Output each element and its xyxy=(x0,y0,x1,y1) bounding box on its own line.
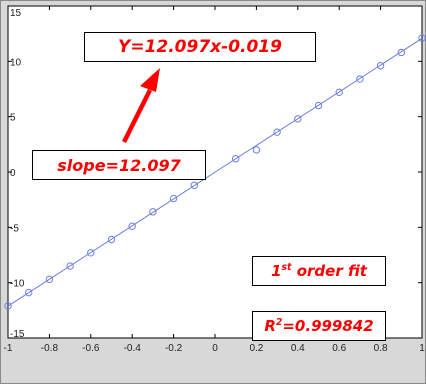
data-point xyxy=(190,181,199,189)
y-tick-label: -10 xyxy=(10,279,25,290)
data-point xyxy=(66,262,74,270)
data-point xyxy=(273,128,281,136)
data-point xyxy=(335,88,343,97)
y-tick-label: 0 xyxy=(10,168,16,179)
x-tick-label: -0.8 xyxy=(41,343,59,354)
data-point xyxy=(4,302,12,310)
data-point xyxy=(232,155,240,163)
fit-order-text: 1st order fit xyxy=(271,262,367,280)
data-series xyxy=(4,34,426,310)
x-tick-label: -0.4 xyxy=(124,343,142,354)
y-tick-label: 10 xyxy=(10,57,22,68)
data-point xyxy=(45,275,54,284)
data-point xyxy=(25,288,33,297)
data-point xyxy=(356,75,364,83)
equation-annotation: Y=12.097x-0.019 xyxy=(84,32,316,62)
x-tick-label: -0.2 xyxy=(165,343,183,354)
x-tick-label: 0.2 xyxy=(249,343,263,354)
data-point xyxy=(376,62,385,70)
x-tick-label: 1 xyxy=(419,343,425,354)
annotation-arrow-head xyxy=(140,68,160,92)
data-point xyxy=(149,208,157,216)
data-point xyxy=(107,235,116,244)
data-point xyxy=(418,34,426,42)
data-point xyxy=(314,101,323,110)
x-tick-label: -0.6 xyxy=(82,343,100,354)
x-tick-label: 0.6 xyxy=(332,343,346,354)
data-point xyxy=(128,222,136,230)
y-tick-label: 5 xyxy=(10,113,16,124)
data-point xyxy=(169,194,178,203)
data-point xyxy=(252,146,261,154)
data-point xyxy=(397,48,405,57)
data-point xyxy=(87,249,95,257)
x-tick-label: 0.4 xyxy=(291,343,305,354)
annotation-arrow xyxy=(121,88,153,144)
slope-text: slope=12.097 xyxy=(57,155,181,175)
data-point xyxy=(294,115,302,123)
y-tick-label: -15 xyxy=(10,329,25,340)
x-tick-label: 0.8 xyxy=(374,343,388,354)
fit-order-annotation: 1st order fit xyxy=(252,256,386,286)
equation-text: Y=12.097x-0.019 xyxy=(118,37,282,57)
x-tick-label: 0 xyxy=(212,343,218,354)
y-tick-label: 15 xyxy=(10,8,22,19)
r-squared-annotation: R2=0.999842 xyxy=(252,311,386,341)
fit-line xyxy=(7,37,423,307)
slope-annotation: slope=12.097 xyxy=(32,150,206,180)
y-tick-label: -5 xyxy=(10,223,19,234)
x-tick-label: -1 xyxy=(4,343,13,354)
r-squared-text: R2=0.999842 xyxy=(264,317,374,335)
